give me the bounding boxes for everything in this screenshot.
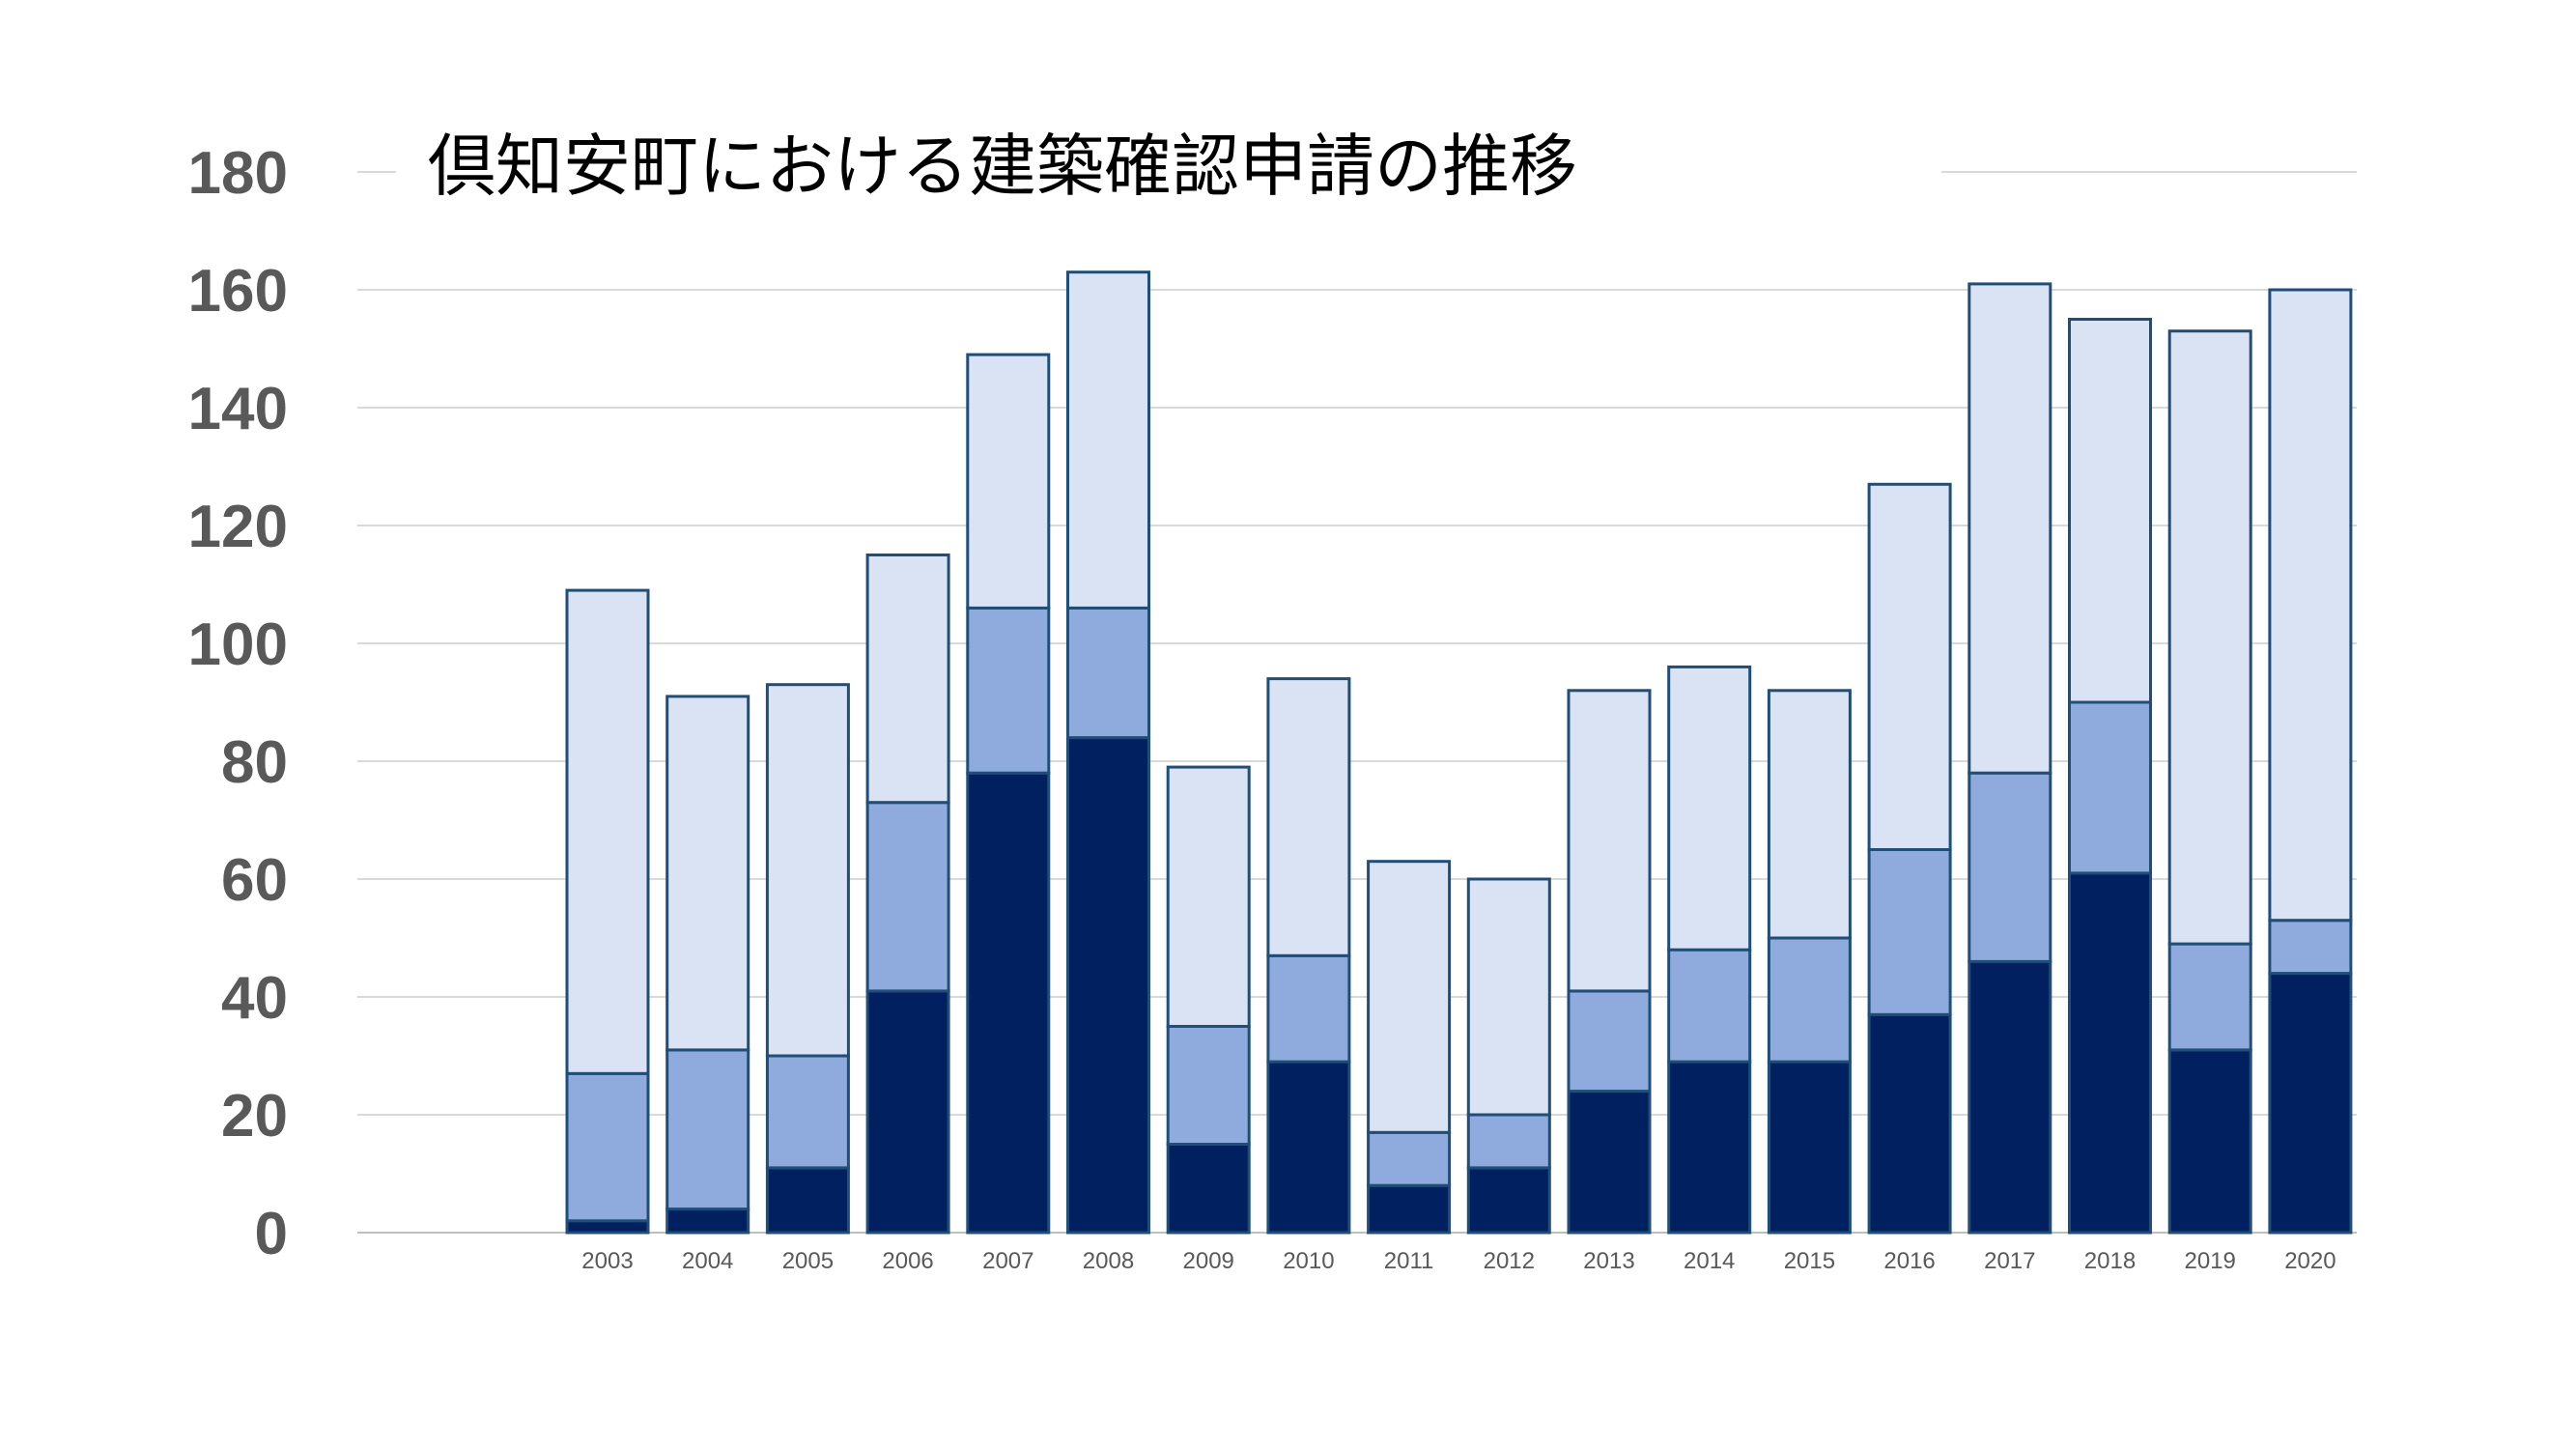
bar-segment-2009-s3 bbox=[1166, 765, 1251, 1028]
x-tick-label: 2005 bbox=[782, 1248, 834, 1274]
bar-segment-2016-s3 bbox=[1867, 482, 1952, 851]
bar-segment-2015-s2 bbox=[1767, 936, 1852, 1064]
bar-segment-2010-s1 bbox=[1266, 1060, 1351, 1235]
bar-segment-2016-s2 bbox=[1867, 848, 1952, 1016]
x-tick-label: 2009 bbox=[1183, 1248, 1234, 1274]
y-tick-label: 120 bbox=[188, 494, 288, 560]
bar-segment-2007-s1 bbox=[966, 771, 1051, 1235]
x-tick-label: 2017 bbox=[1984, 1248, 2035, 1274]
bar-segment-2003-s2 bbox=[565, 1071, 650, 1223]
x-tick-label: 2015 bbox=[1784, 1248, 1835, 1274]
chart-title: 倶知安町における建築確認申請の推移 bbox=[428, 127, 1577, 206]
bar-segment-2007-s2 bbox=[966, 606, 1051, 775]
bar-segment-2004-s2 bbox=[665, 1048, 750, 1211]
title-background bbox=[396, 116, 1719, 213]
x-tick-label: 2008 bbox=[1083, 1248, 1134, 1274]
bar-segment-2006-s2 bbox=[865, 801, 950, 993]
bar-segment-2013-s1 bbox=[1567, 1090, 1652, 1235]
x-tick-label: 2020 bbox=[2284, 1248, 2335, 1274]
bar-segment-2006-s1 bbox=[865, 989, 950, 1235]
bar-segment-2014-s1 bbox=[1667, 1060, 1752, 1235]
bars bbox=[565, 270, 2353, 1235]
bar-segment-2015-s1 bbox=[1767, 1060, 1852, 1235]
bar-segment-2017-s1 bbox=[1967, 959, 2052, 1235]
bar-segment-2007-s3 bbox=[966, 353, 1051, 610]
bar-segment-2013-s2 bbox=[1567, 989, 1652, 1094]
bar-segment-2009-s2 bbox=[1166, 1025, 1251, 1146]
bar-segment-2020-s3 bbox=[2268, 288, 2353, 923]
x-tick-label: 2018 bbox=[2084, 1248, 2136, 1274]
x-tick-label: 2010 bbox=[1283, 1248, 1334, 1274]
y-tick-label: 40 bbox=[221, 965, 288, 1032]
bar-segment-2012-s1 bbox=[1466, 1166, 1551, 1235]
bar-segment-2019-s2 bbox=[2167, 942, 2252, 1052]
bar-segment-2004-s1 bbox=[665, 1208, 750, 1235]
bar-segment-2013-s3 bbox=[1567, 689, 1652, 993]
bar-segment-2012-s2 bbox=[1466, 1113, 1551, 1170]
bar-segment-2018-s1 bbox=[2068, 871, 2152, 1235]
y-tick-label: 180 bbox=[188, 140, 288, 207]
x-tick-label: 2011 bbox=[1384, 1248, 1434, 1274]
y-tick-label: 100 bbox=[188, 611, 288, 678]
y-tick-label: 0 bbox=[255, 1201, 288, 1267]
bar-segment-2015-s3 bbox=[1767, 689, 1852, 940]
bar-segment-2008-s1 bbox=[1066, 736, 1150, 1235]
y-tick-label: 60 bbox=[221, 847, 288, 914]
bar-segment-2003-s1 bbox=[565, 1219, 650, 1235]
bar-segment-2011-s3 bbox=[1367, 860, 1452, 1134]
bar-segment-2019-s1 bbox=[2167, 1048, 2252, 1235]
bar-segment-2017-s2 bbox=[1967, 771, 2052, 963]
x-tick-label: 2006 bbox=[882, 1248, 933, 1274]
x-tick-label: 2007 bbox=[982, 1248, 1033, 1274]
bar-segment-2011-s2 bbox=[1367, 1130, 1452, 1187]
bar-segment-2003-s3 bbox=[565, 588, 650, 1075]
bar-segment-2006-s3 bbox=[865, 554, 950, 805]
x-tick-label: 2013 bbox=[1583, 1248, 1634, 1274]
y-tick-label: 140 bbox=[188, 376, 288, 442]
x-tick-label: 2016 bbox=[1883, 1248, 1935, 1274]
bar-segment-2014-s3 bbox=[1667, 665, 1752, 952]
bar-segment-2005-s3 bbox=[765, 683, 850, 1058]
gridlines bbox=[357, 171, 2357, 1234]
bar-segment-2010-s3 bbox=[1266, 677, 1351, 957]
bar-segment-2016-s1 bbox=[1867, 1012, 1952, 1235]
bar-segment-2020-s1 bbox=[2268, 972, 2353, 1235]
bar-segment-2008-s2 bbox=[1066, 606, 1150, 740]
bar-segment-2009-s1 bbox=[1166, 1143, 1251, 1235]
bar-segment-2019-s3 bbox=[2167, 329, 2252, 946]
bar-segment-2011-s1 bbox=[1367, 1183, 1452, 1235]
x-tick-label: 2019 bbox=[2185, 1248, 2236, 1274]
y-tick-label: 80 bbox=[221, 729, 288, 796]
x-tick-label: 2014 bbox=[1684, 1248, 1735, 1274]
bar-segment-2018-s2 bbox=[2068, 700, 2152, 875]
bar-segment-2017-s3 bbox=[1967, 282, 2052, 775]
x-tick-label: 2003 bbox=[581, 1248, 633, 1274]
bar-segment-2005-s2 bbox=[765, 1054, 850, 1170]
bar-segment-2004-s3 bbox=[665, 695, 750, 1052]
x-axis-tick-labels: 2003 2004 2005 2006 2007 2008 2009 2010 2011 2012… bbox=[581, 1248, 2335, 1274]
y-axis-tick-labels: 0 20 40 60 80 100 120 140 160 180 bbox=[188, 140, 288, 1267]
bar-segment-2014-s2 bbox=[1667, 948, 1752, 1064]
x-tick-label: 2004 bbox=[682, 1248, 733, 1274]
y-tick-label: 20 bbox=[221, 1083, 288, 1150]
y-tick-label: 160 bbox=[188, 258, 288, 325]
bar-segment-2008-s3 bbox=[1066, 270, 1150, 610]
bar-segment-2010-s2 bbox=[1266, 953, 1351, 1064]
bar-segment-2018-s3 bbox=[2068, 318, 2152, 704]
x-tick-label: 2012 bbox=[1484, 1248, 1535, 1274]
bar-segment-2012-s3 bbox=[1466, 877, 1551, 1117]
bar-segment-2005-s1 bbox=[765, 1166, 850, 1235]
bar-segment-2020-s2 bbox=[2268, 919, 2353, 976]
